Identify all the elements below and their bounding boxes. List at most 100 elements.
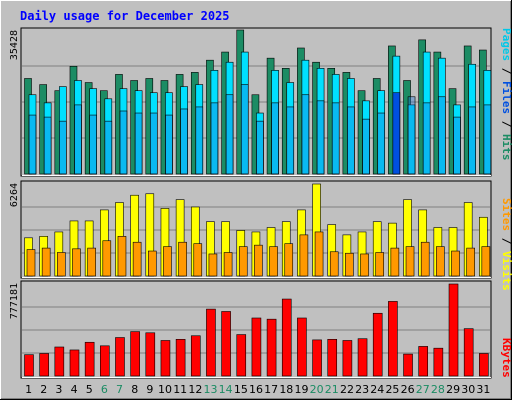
day-15-bars — [236, 29, 249, 175]
day-4-bars — [69, 349, 80, 377]
day-label-16: 16 — [249, 383, 263, 396]
day-12-bars — [190, 72, 204, 175]
kbytes-bar — [206, 308, 216, 377]
files-bar — [195, 106, 204, 175]
day-label-21: 21 — [325, 383, 339, 396]
files-bar — [331, 102, 340, 175]
day-25-bars — [388, 222, 400, 277]
day-5-bars — [84, 82, 97, 175]
day-label-7: 7 — [116, 383, 123, 396]
day-13-bars — [206, 308, 216, 377]
day-18-bars — [281, 68, 295, 175]
day-18-bars — [281, 298, 292, 377]
sites-bar — [284, 243, 294, 277]
legend-mid-part-2: Visits — [500, 251, 512, 291]
files-bar — [362, 118, 370, 175]
sites-bar — [345, 252, 354, 277]
files-bar — [59, 120, 67, 175]
sites-bar — [329, 251, 339, 277]
kbytes-bar — [418, 346, 428, 377]
sites-bar — [87, 247, 96, 277]
kbytes-bar — [24, 354, 34, 377]
kbytes-bar — [403, 353, 413, 377]
sites-bar — [223, 252, 233, 277]
day-2-bars — [39, 84, 52, 175]
legend-top-part-1: / — [500, 61, 512, 81]
kbytes-bar — [160, 340, 171, 377]
day-label-31: 31 — [476, 383, 490, 396]
day-22-bars — [342, 340, 353, 377]
day-label-9: 9 — [146, 383, 153, 396]
files-bar — [104, 120, 113, 175]
day-label-29: 29 — [446, 383, 460, 396]
day-16-bars — [251, 94, 264, 175]
day-labels: 1 2 3 4 5 6 7 8 9 10 11 12 13 14 15 16 17 18 19 20 21 22 23 24 2… — [25, 383, 490, 396]
legend-top-part-3: / — [500, 114, 512, 134]
day-2-bars — [39, 353, 49, 377]
day-3-bars — [54, 346, 65, 377]
day-label-20: 20 — [310, 383, 324, 396]
files-bar — [165, 114, 173, 175]
day-10-bars — [160, 208, 172, 277]
files-bar — [256, 120, 264, 175]
legend-top-part-0: Pages — [500, 28, 512, 61]
files-bar — [271, 102, 279, 175]
day-6-bars — [100, 90, 113, 175]
day-28-bars — [433, 227, 445, 277]
day-26-bars — [403, 353, 413, 377]
files-bar — [377, 112, 386, 175]
day-17-bars — [266, 227, 278, 277]
sites-bar — [26, 249, 36, 277]
day-12-bars — [190, 206, 203, 277]
day-6-bars — [100, 209, 112, 277]
sites-bar — [269, 246, 278, 277]
kbytes-bar — [342, 340, 353, 377]
day-label-15: 15 — [234, 383, 248, 396]
day-14-bars — [221, 311, 231, 377]
day-label-10: 10 — [158, 383, 172, 396]
ymax-label: 777181 — [9, 283, 20, 319]
day-29-bars — [448, 88, 461, 175]
day-label-2: 2 — [40, 383, 47, 396]
day-13-bars — [206, 221, 218, 277]
day-1-bars — [24, 237, 36, 277]
files-bar — [407, 96, 416, 175]
files-bar — [180, 108, 188, 175]
sites-bar — [238, 246, 248, 277]
day-label-3: 3 — [55, 383, 62, 396]
kbytes-bar — [100, 345, 110, 377]
sites-bar — [147, 250, 157, 277]
day-21-bars — [327, 339, 338, 377]
day-14-bars — [221, 221, 233, 277]
day-19-bars — [297, 317, 307, 377]
day-label-11: 11 — [173, 383, 187, 396]
sites-bar — [163, 246, 172, 277]
day-8-bars — [130, 331, 140, 377]
day-25-bars — [388, 45, 401, 175]
files-bar — [210, 102, 219, 175]
sites-bar — [41, 247, 51, 277]
panel-2: 6264 — [9, 180, 492, 279]
day-8-bars — [130, 194, 142, 277]
legend-top: Pages / Files / Hits — [500, 28, 512, 161]
files-bar — [225, 94, 234, 175]
kbytes-bar — [388, 301, 398, 377]
kbytes-bar — [221, 311, 231, 377]
day-25-bars — [388, 301, 398, 377]
files-bar — [301, 94, 310, 175]
kbytes-bar — [297, 317, 307, 377]
day-label-24: 24 — [370, 383, 384, 396]
kbytes-bar — [479, 353, 489, 377]
day-16-bars — [251, 231, 263, 277]
sites-bar — [451, 250, 460, 277]
sites-bar — [375, 252, 385, 277]
day-20-bars — [312, 339, 322, 377]
sites-bar — [481, 246, 491, 277]
day-3-bars — [54, 86, 67, 175]
files-bar — [468, 106, 476, 175]
day-24-bars — [372, 221, 385, 277]
day-label-26: 26 — [401, 383, 415, 396]
day-6-bars — [100, 345, 110, 377]
day-label-28: 28 — [431, 383, 445, 396]
day-4-bars — [69, 220, 81, 277]
